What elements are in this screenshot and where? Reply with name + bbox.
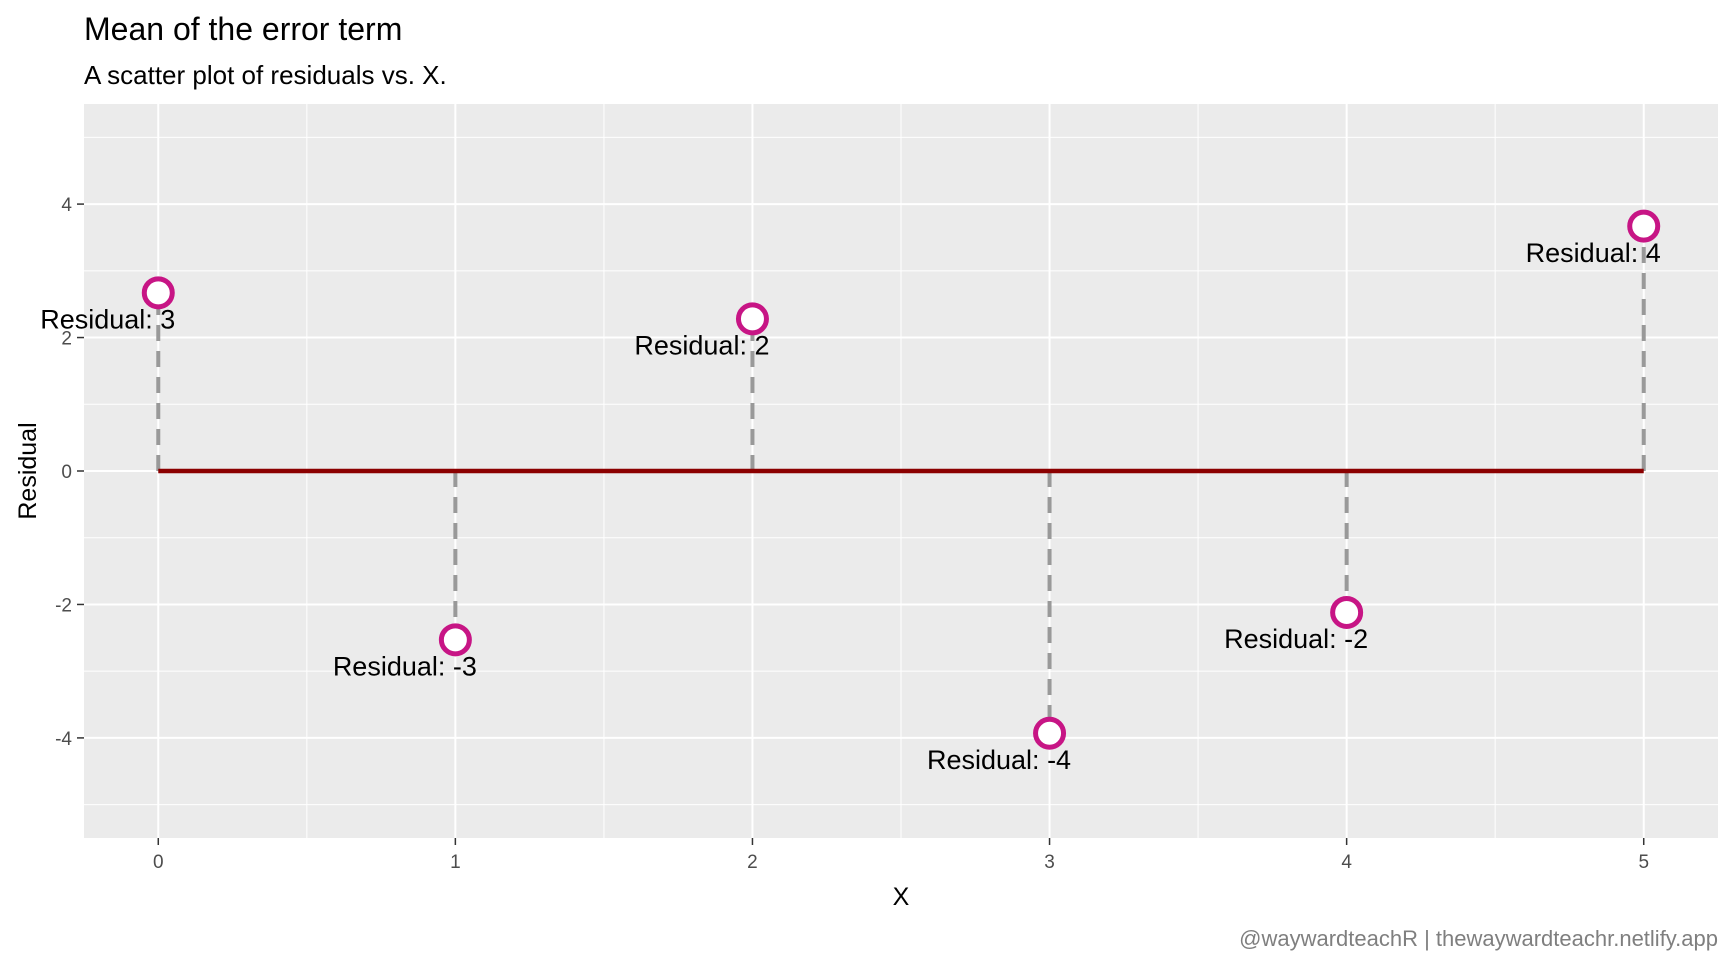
residual-point — [1033, 716, 1067, 750]
x-tick-label: 3 — [1044, 852, 1055, 873]
y-tick-label: -4 — [55, 729, 72, 750]
x-tick-label: 1 — [450, 852, 461, 873]
chart-title: Mean of the error term — [84, 11, 402, 47]
residual-point — [1627, 209, 1661, 243]
residual-point — [1330, 595, 1364, 629]
y-tick-label: 2 — [61, 329, 72, 350]
x-tick-label: 4 — [1341, 852, 1352, 873]
y-tick-label: 4 — [61, 195, 72, 216]
y-axis-ticks: -4 -2 0 2 4 — [55, 195, 84, 750]
residual-point — [141, 276, 175, 310]
residual-segments — [156, 226, 1646, 734]
residual-point — [438, 623, 472, 657]
x-axis-ticks: 0 1 2 3 4 5 — [153, 838, 1649, 873]
residual-label: Residual: -3 — [333, 652, 477, 682]
x-tick-label: 0 — [153, 852, 164, 873]
residual-label: Residual: 3 — [40, 305, 175, 335]
residual-points — [141, 209, 1661, 750]
residual-point — [735, 302, 769, 336]
y-tick-label: -2 — [55, 595, 72, 616]
residual-labels: Residual: 3 Residual: -3 Residual: 2 Residu… — [40, 238, 1661, 775]
residual-label: Residual: 2 — [634, 331, 769, 361]
y-axis-title: Residual — [14, 422, 42, 519]
chart-subtitle: A scatter plot of residuals vs. X. — [84, 60, 447, 90]
y-tick-label: 0 — [61, 462, 72, 483]
x-axis-title: X — [893, 883, 910, 911]
residual-label: Residual: -4 — [927, 745, 1071, 775]
residual-label: Residual: 4 — [1526, 238, 1661, 268]
residual-label: Residual: -2 — [1224, 624, 1368, 654]
x-tick-label: 2 — [747, 852, 758, 873]
x-tick-label: 5 — [1638, 852, 1649, 873]
chart-caption: @waywardteachR | thewaywardteachr.netlif… — [1239, 926, 1718, 951]
